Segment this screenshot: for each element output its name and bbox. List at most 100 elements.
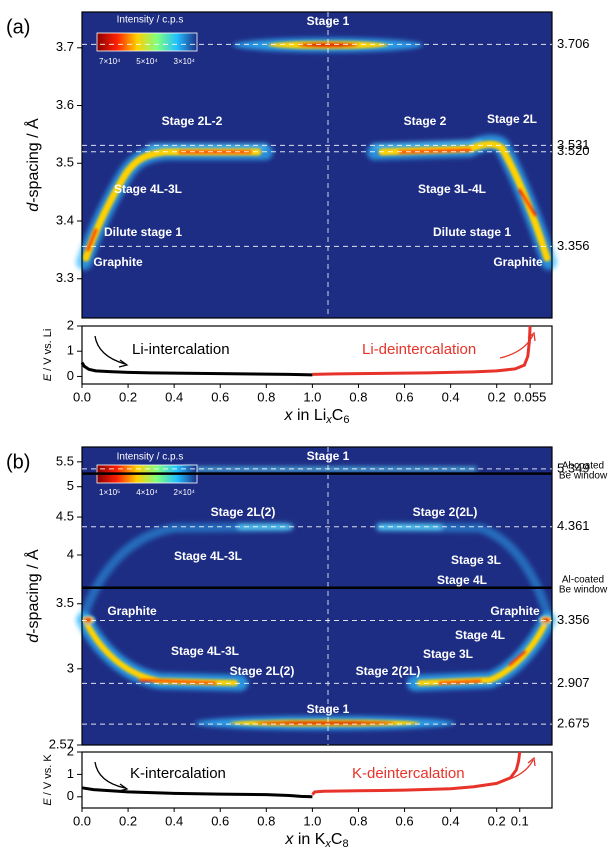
annotation: Graphite xyxy=(493,255,543,269)
reference-label: 3.356 xyxy=(557,238,590,253)
label-part: d xyxy=(25,633,42,643)
annotation: Stage 4L-3L xyxy=(171,644,239,658)
panel-label: (a) xyxy=(6,16,30,38)
annotation: Stage 4L xyxy=(437,573,487,587)
x-tick-label: 0.2 xyxy=(119,813,137,828)
x-axis-label: x in KxC8 xyxy=(284,831,348,850)
y-tick-label: 1 xyxy=(67,766,74,781)
annotation: Stage 3L-4L xyxy=(418,182,486,196)
label-part: x xyxy=(324,838,331,850)
voltage-frame xyxy=(81,325,553,385)
x-tick-label: 0.8 xyxy=(257,389,275,404)
annotation: Stage 2L(2) xyxy=(211,505,276,519)
label-part: / V vs. K xyxy=(42,754,54,799)
label-part: 6 xyxy=(343,414,349,426)
reference-label: 3.531 xyxy=(557,137,590,152)
y-tick-label: 5.5 xyxy=(56,453,74,468)
arrow xyxy=(499,334,534,359)
annotation: Stage 2(2L) xyxy=(356,664,421,678)
y-axis-label: d-spacing / Å xyxy=(23,549,42,643)
y-tick-label: 3.7 xyxy=(56,39,74,54)
x-tick-label: 0.6 xyxy=(396,813,414,828)
x-tick-label: 0.4 xyxy=(165,813,183,828)
heatmap-frame xyxy=(81,11,553,319)
y-tick-label: 5 xyxy=(67,478,74,493)
annotation: Stage 2L(2) xyxy=(230,664,295,678)
label-part: x xyxy=(284,831,294,848)
x-tick-label: 0.8 xyxy=(257,813,275,828)
x-tick-label: 0.4 xyxy=(442,813,460,828)
y-tick-label: 2.57 xyxy=(49,736,74,751)
annotation: Stage 1 xyxy=(307,14,350,28)
annotation: Graphite xyxy=(93,255,143,269)
x-tick-label: 0.2 xyxy=(488,389,506,404)
annotation: Stage 2L-2 xyxy=(162,114,223,128)
y-axis-label: E / V vs. K xyxy=(42,754,54,806)
y-tick-label: 4.5 xyxy=(56,508,74,523)
label-part: -spacing / Å xyxy=(23,549,42,634)
window-label: Be window xyxy=(559,584,608,595)
annotation: Graphite xyxy=(107,604,157,618)
label-part: x xyxy=(284,407,294,424)
x-tick-label: 0.6 xyxy=(211,813,229,828)
annotation: Dilute stage 1 xyxy=(433,225,511,239)
annotations: Stage 1 Stage 2L-2 Stage 2 Stage 2L Stag… xyxy=(93,14,543,269)
colorbar-label: 7×10⁴ xyxy=(99,57,121,66)
label-part: d xyxy=(25,202,42,212)
reference-label: 2.907 xyxy=(557,675,590,690)
label-part: E xyxy=(42,373,54,381)
label-part: in K xyxy=(293,831,325,848)
panel-label: (b) xyxy=(6,451,30,473)
colorbar-label: 4×10⁴ xyxy=(136,488,158,497)
annotation: Stage 4L xyxy=(455,628,505,642)
colorbar-label: 3×10⁴ xyxy=(174,57,196,66)
annotation: Dilute stage 1 xyxy=(104,225,182,239)
legend-label: K-intercalation xyxy=(130,765,226,782)
y-tick-label: 3.4 xyxy=(56,212,74,227)
x-tick-label: 0.0 xyxy=(73,813,91,828)
x-tick-label: 1.0 xyxy=(303,813,321,828)
y-tick-label: 3.3 xyxy=(56,270,74,285)
annotations: Stage 1 Stage 2L(2) Stage 2(2L) Stage 4L… xyxy=(107,449,540,716)
y-tick-label: 3.5 xyxy=(56,595,74,610)
label-part: 8 xyxy=(342,838,348,850)
x-tick-label: 0.8 xyxy=(349,389,367,404)
voltage-curve xyxy=(81,786,313,799)
voltage-frame xyxy=(81,751,553,809)
y-tick-label: 3.5 xyxy=(56,155,74,170)
y-tick-label: 1 xyxy=(67,343,74,358)
label-part: E xyxy=(42,798,54,806)
window-label: Al-coated xyxy=(562,460,604,471)
annotation: Stage 2 xyxy=(404,114,447,128)
x-axis-label: x in LixC6 xyxy=(284,407,350,426)
annotation: Stage 3L xyxy=(451,553,501,567)
voltage-curve xyxy=(312,325,532,376)
voltage-curve xyxy=(80,361,313,377)
y-axis-label: d-spacing / Å xyxy=(23,118,42,212)
colorbar-label: 1×10⁵ xyxy=(99,488,120,497)
label-part: -spacing / Å xyxy=(23,118,42,203)
y-tick-label: 4 xyxy=(67,546,74,561)
heatmap-streaks xyxy=(76,467,556,730)
y-tick-label: 2 xyxy=(67,743,74,758)
annotation: Stage 2(2L) xyxy=(413,505,478,519)
x-tick-label: 0.6 xyxy=(396,389,414,404)
colorbar-label: 2×10⁴ xyxy=(174,488,196,497)
label-part: C xyxy=(331,831,343,848)
legend-label: Li-intercalation xyxy=(132,341,230,358)
annotation: Stage 3L xyxy=(423,647,473,661)
reference-label: 2.675 xyxy=(557,716,590,731)
reference-label: 3.356 xyxy=(557,612,590,627)
label-part: / V vs. Li xyxy=(42,329,54,374)
x-tick-label: 0.1 xyxy=(511,813,529,828)
arrow-head xyxy=(527,756,536,767)
y-axis-label: E / V vs. Li xyxy=(42,329,54,382)
heatmap-frame xyxy=(81,446,553,746)
annotation: Stage 2L xyxy=(487,112,537,126)
label-part: x xyxy=(325,414,332,426)
colorbar-title: Intensity / c.p.s xyxy=(117,15,184,26)
arrow xyxy=(94,761,126,789)
annotation: Stage 4L-3L xyxy=(114,182,182,196)
x-tick-label: 0.0 xyxy=(73,389,91,404)
colorbar-title: Intensity / c.p.s xyxy=(117,452,184,463)
